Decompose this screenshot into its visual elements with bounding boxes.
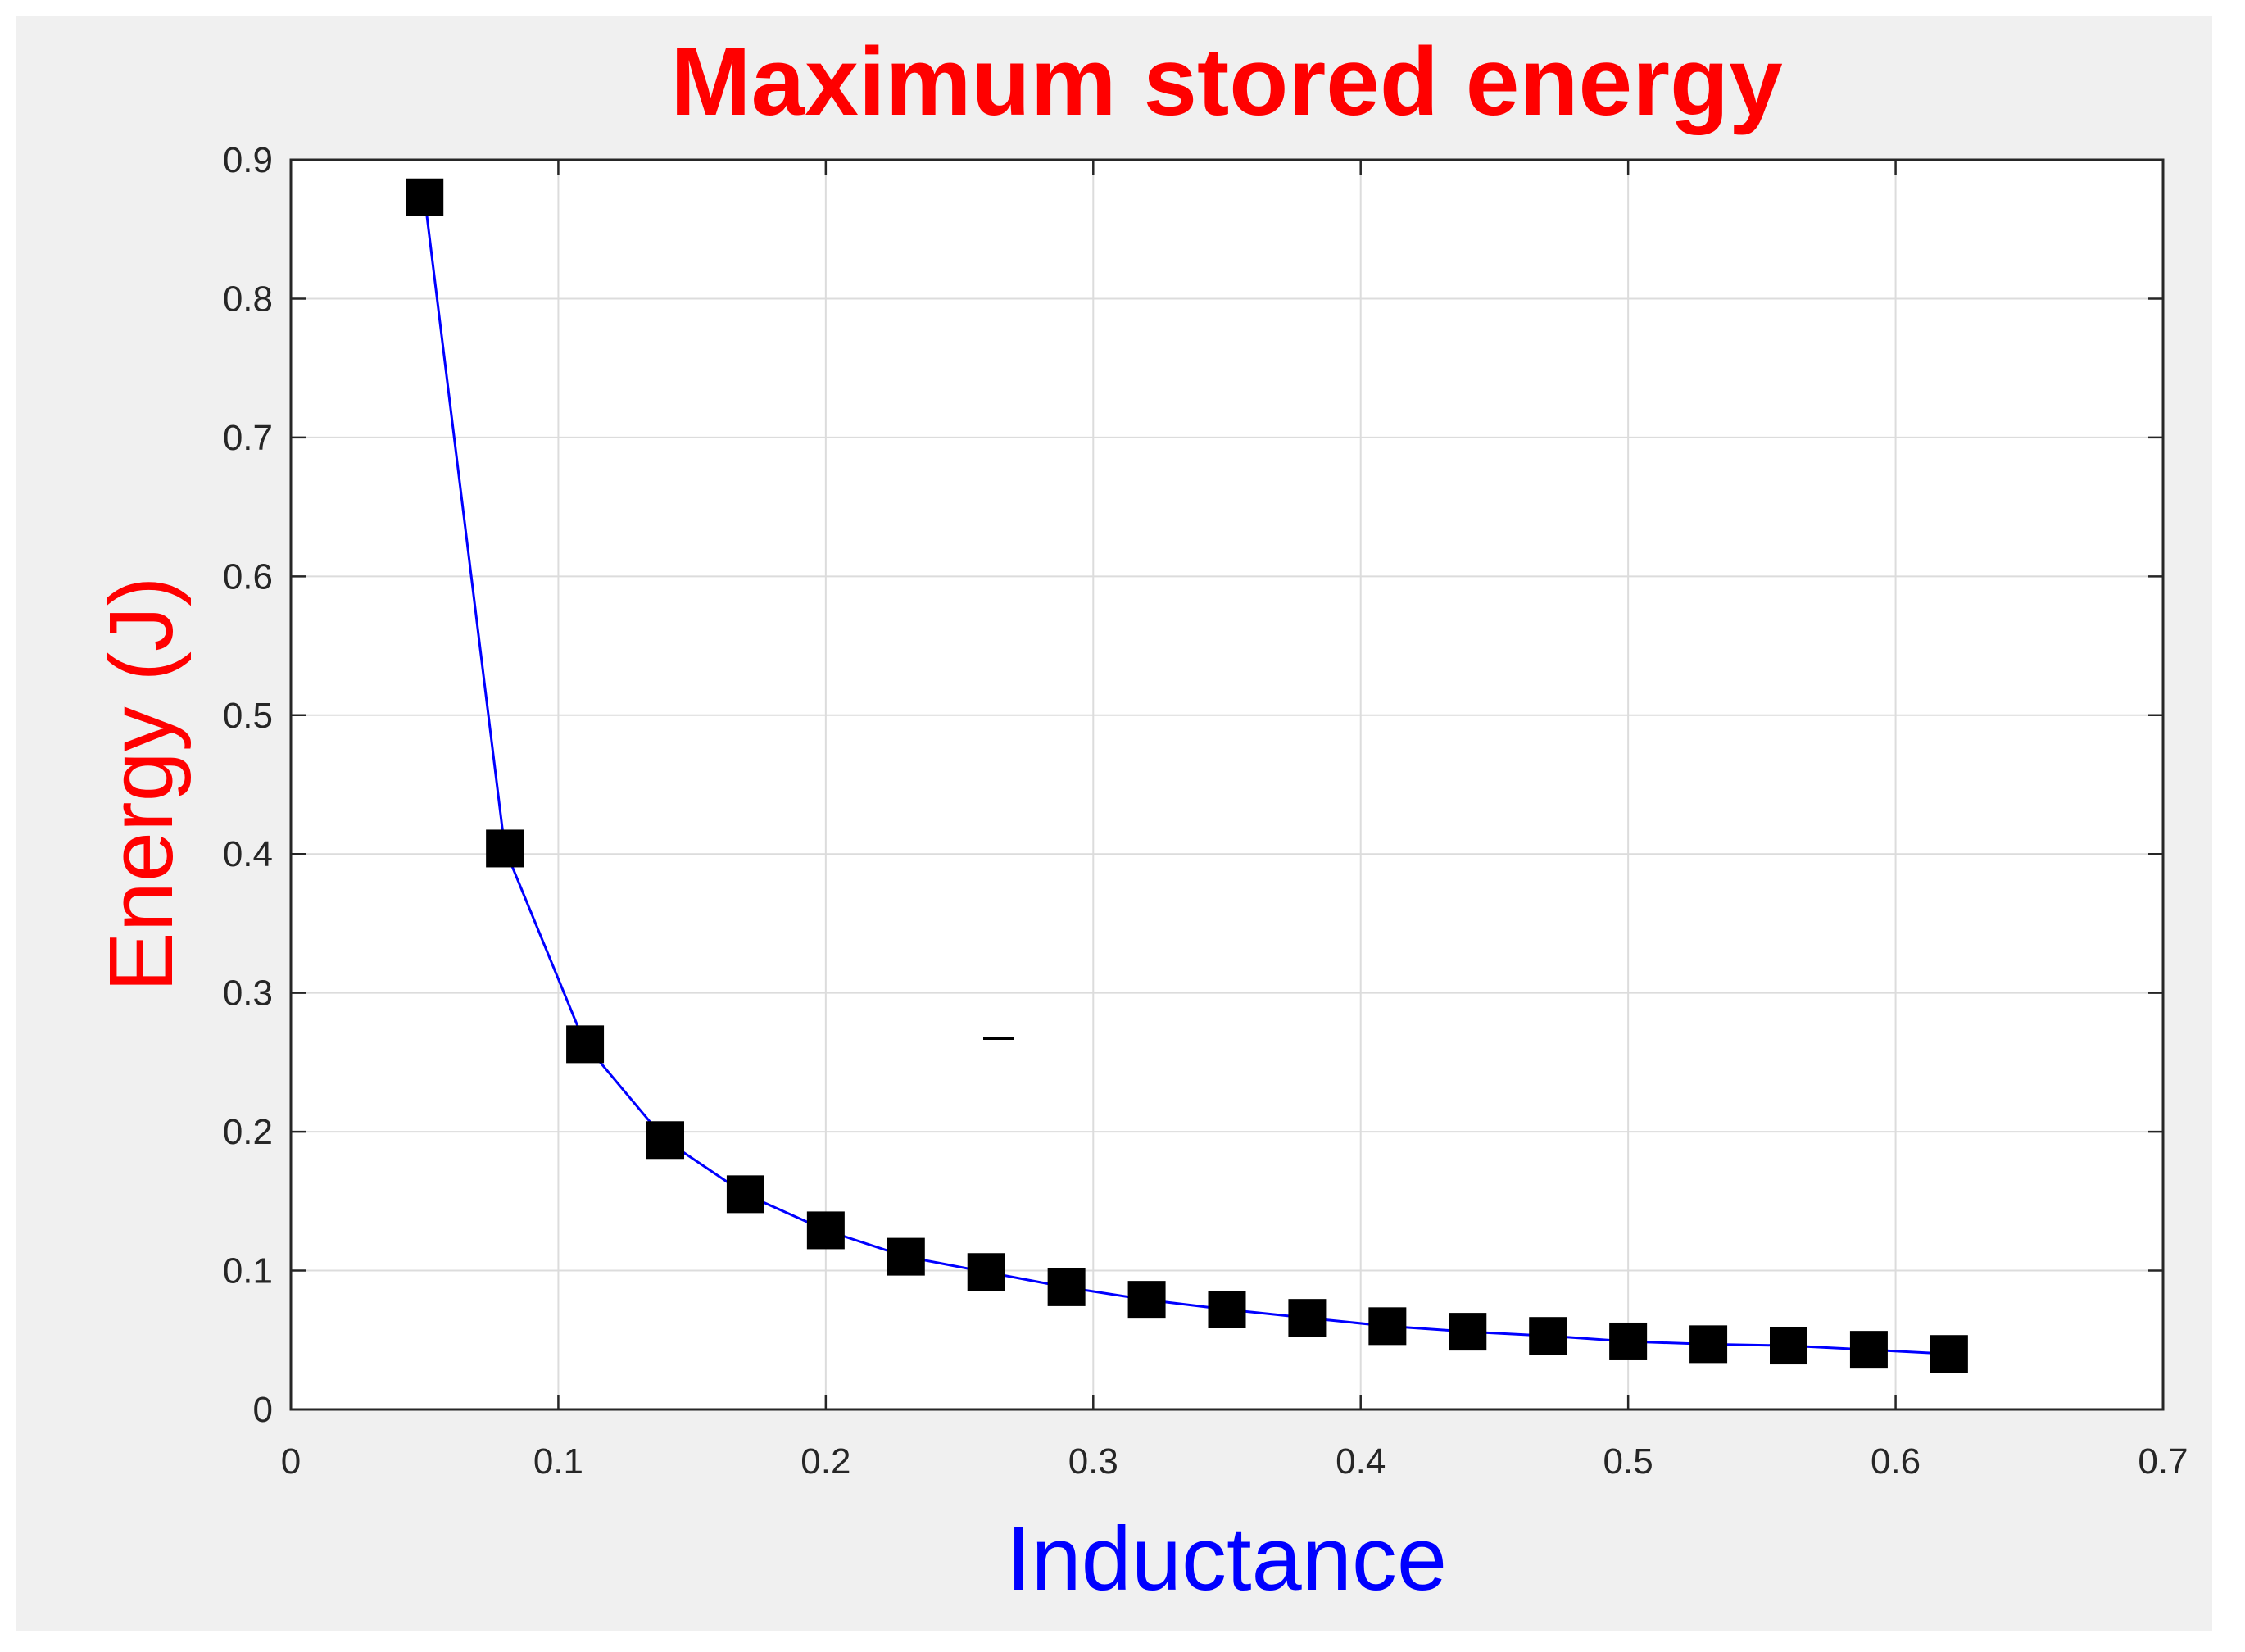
data-point-marker — [1127, 1281, 1166, 1319]
data-point-marker — [1930, 1335, 1968, 1373]
data-point-marker — [646, 1121, 684, 1160]
x-tick-label: 0.4 — [1336, 1441, 1386, 1482]
x-tick-label: 0.2 — [800, 1441, 850, 1482]
data-point-marker — [1368, 1307, 1407, 1346]
plot-border — [289, 158, 2165, 1411]
x-tick-label: 0.6 — [1871, 1441, 1921, 1482]
data-point-marker — [1047, 1268, 1086, 1306]
y-tick-label: 0.6 — [223, 556, 273, 597]
data-point-marker — [566, 1025, 605, 1064]
data-point-marker — [967, 1253, 1005, 1291]
y-tick-label: 0.1 — [223, 1251, 273, 1291]
x-tick-label: 0 — [281, 1441, 301, 1482]
data-point-marker — [406, 178, 444, 216]
data-point-marker — [1449, 1313, 1487, 1351]
axis-ticks — [289, 158, 2165, 1411]
y-tick-label: 0 — [253, 1390, 273, 1430]
y-tick-label: 0.3 — [223, 974, 273, 1014]
y-tick-label: 0.9 — [223, 140, 273, 180]
data-point-marker — [1849, 1331, 1888, 1369]
data-point-marker — [887, 1237, 925, 1276]
y-tick-label: 0.2 — [223, 1112, 273, 1152]
y-tick-label: 0.8 — [223, 279, 273, 319]
series-markers — [406, 178, 1968, 1373]
y-axis-title: Energy (J) — [91, 576, 192, 992]
x-tick-label: 0.3 — [1068, 1441, 1118, 1482]
x-tick-label: 0.5 — [1603, 1441, 1653, 1482]
axes-frame — [289, 158, 2165, 1411]
data-point-marker — [1770, 1327, 1807, 1365]
chart-title: Maximum stored energy — [670, 28, 1782, 136]
plot-area — [291, 160, 2163, 1409]
y-tick-label: 0.7 — [223, 418, 273, 458]
x-tick-labels: 0 0.1 0.2 0.3 0.4 0.5 0.6 0.7 — [281, 1441, 2188, 1482]
data-point-marker — [1208, 1291, 1246, 1328]
x-axis-title: Inductance — [1006, 1509, 1447, 1609]
chart-svg: 0 0.1 0.2 0.3 0.4 0.5 0.6 0.7 00.10.20.30.40.50… — [91, 28, 2188, 1609]
y-tick-labels: 0 0.1 0.2 0.3 0.4 0.5 0.6 0.7 0.8 0.9 — [223, 140, 273, 1430]
data-point-marker — [1689, 1325, 1728, 1364]
data-point-marker — [1529, 1317, 1567, 1355]
data-point-marker — [726, 1175, 764, 1214]
x-tick-label: 0.1 — [533, 1441, 583, 1482]
data-point-marker — [1609, 1322, 1648, 1360]
y-tick-label: 0.5 — [223, 696, 273, 736]
y-tick-label: 0.4 — [223, 834, 273, 874]
grid-lines — [291, 160, 2163, 1409]
x-tick-label: 0.7 — [2138, 1441, 2188, 1482]
data-point-marker — [1288, 1299, 1327, 1337]
data-point-marker — [806, 1211, 845, 1250]
data-point-marker — [486, 829, 524, 868]
chart-figure: 0 0.1 0.2 0.3 0.4 0.5 0.6 0.7 0 0.1 0.2 0.3 0.4 0.5 0… — [16, 16, 2212, 1631]
